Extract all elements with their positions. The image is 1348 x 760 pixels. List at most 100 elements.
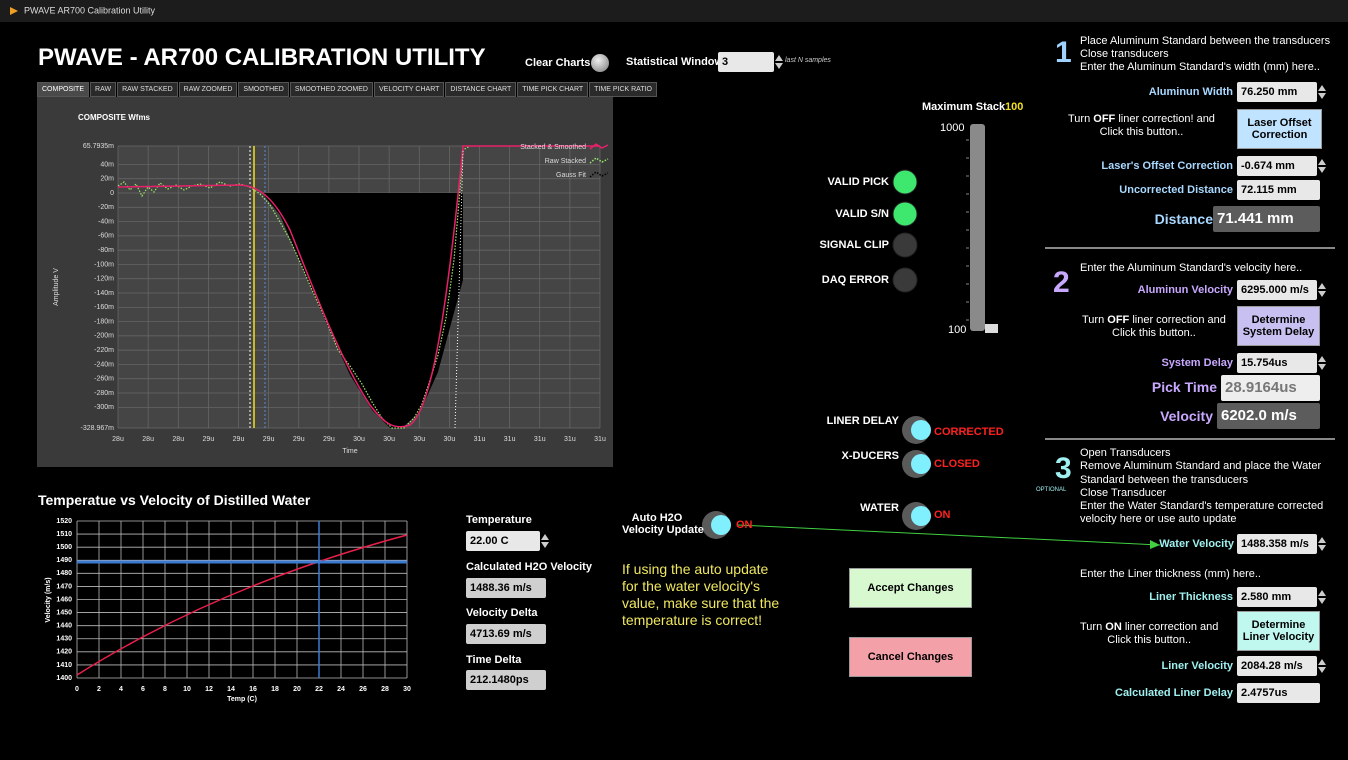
- text: liner correction and: [1129, 314, 1226, 326]
- spinner[interactable]: [775, 52, 783, 72]
- spinner[interactable]: [1318, 82, 1326, 102]
- spinner[interactable]: [1318, 280, 1326, 300]
- step-text: Enter the Aluminum Standard's velocity h…: [1080, 262, 1302, 275]
- x-tick-label: 14: [227, 686, 235, 693]
- y-tick-label: -180m: [94, 318, 114, 325]
- app-icon: [10, 7, 18, 15]
- x-tick-label: 30u: [383, 436, 395, 443]
- liner-velocity-button[interactable]: Determine Liner Velocity: [1237, 611, 1320, 651]
- x-tick-label: 31u: [504, 436, 516, 443]
- field-label: Aluminun Velocity: [1137, 284, 1233, 296]
- spinner[interactable]: [1318, 156, 1326, 176]
- tab[interactable]: RAW STACKED: [117, 82, 178, 97]
- step-line: Standard between the transducers: [1080, 473, 1249, 486]
- label-line: Velocity Update: [622, 524, 704, 536]
- system-delay-button[interactable]: Determine System Delay: [1237, 306, 1320, 346]
- field-value[interactable]: 1488.358 m/s: [1237, 534, 1317, 554]
- y-tick-label: 1500: [56, 544, 72, 551]
- auto-update-label: Auto H2O Velocity Update: [622, 512, 704, 536]
- indicator-led: [892, 232, 918, 258]
- x-tick-label: 28: [381, 686, 389, 693]
- switch-knob: [911, 454, 931, 474]
- y-tick-label: -100m: [94, 261, 114, 268]
- tab[interactable]: TIME PICK RATIO: [589, 82, 657, 97]
- note: If using the auto update for the water ve…: [622, 561, 779, 629]
- tab[interactable]: COMPOSITE: [37, 82, 90, 97]
- statistical-window-input[interactable]: 3: [718, 52, 774, 72]
- gauss-fill: [262, 193, 463, 428]
- tab[interactable]: DISTANCE CHART: [445, 82, 517, 97]
- y-axis-label: Amplitude V: [53, 268, 60, 306]
- spinner[interactable]: [1318, 656, 1326, 676]
- clear-charts-button[interactable]: [591, 54, 609, 72]
- auto-update-state: ON: [736, 519, 753, 531]
- accept-button[interactable]: Accept Changes: [849, 568, 972, 608]
- y-tick-label: -328.967m: [81, 425, 115, 432]
- x-tick-label: 29u: [263, 436, 275, 443]
- cancel-button[interactable]: Cancel Changes: [849, 637, 972, 677]
- x-tick-label: 30u: [413, 436, 425, 443]
- x-tick-label: 0: [75, 686, 79, 693]
- indicator-led: [892, 267, 918, 293]
- field-label: Liner Thickness: [1149, 591, 1233, 603]
- field-value[interactable]: 76.250 mm: [1237, 82, 1317, 102]
- tab[interactable]: SMOOTHED ZOOMED: [289, 82, 373, 97]
- field-value: 4713.69 m/s: [466, 624, 546, 644]
- field-value[interactable]: 2.580 mm: [1237, 587, 1317, 607]
- text: Turn: [1082, 314, 1108, 326]
- spinner[interactable]: [1318, 534, 1326, 554]
- field-value[interactable]: 6295.000 m/s: [1237, 280, 1317, 300]
- y-tick-label: 1520: [56, 518, 72, 525]
- laser-offset-button[interactable]: Laser Offset Correction: [1237, 109, 1322, 149]
- step-line: Remove Aluminum Standard and place the W…: [1080, 460, 1322, 473]
- step-number: 3: [1055, 452, 1072, 485]
- result-value: 71.441 mm: [1213, 206, 1320, 232]
- field-label: Liner Velocity: [1161, 660, 1233, 672]
- y-tick-label: 1410: [56, 662, 72, 669]
- field-value[interactable]: 2084.28 m/s: [1237, 656, 1317, 676]
- legend-label: Stacked & Smoothed: [520, 144, 586, 151]
- tab[interactable]: RAW ZOOMED: [178, 82, 238, 97]
- y-tick-label: 1490: [56, 557, 72, 564]
- instruction-line: Click this button..: [1099, 126, 1184, 138]
- x-tick-label: 28u: [112, 436, 124, 443]
- field-label: Temperature: [466, 514, 532, 526]
- field-value: 1488.36 m/s: [466, 578, 546, 598]
- field-value[interactable]: 15.754us: [1237, 353, 1317, 373]
- y-tick-label: -20m: [98, 204, 114, 211]
- tab[interactable]: TIME PICK CHART: [517, 82, 589, 97]
- switch-knob: [911, 420, 931, 440]
- tab[interactable]: VELOCITY CHART: [373, 82, 445, 97]
- legend-label: Gauss Fit: [556, 172, 586, 179]
- x-tick-label: 31u: [474, 436, 486, 443]
- text: liner correction and: [1121, 621, 1219, 633]
- note-line: for the water velocity's: [622, 578, 761, 594]
- indicator-led: [892, 169, 918, 195]
- result-label: Pick Time: [1151, 379, 1217, 395]
- y-tick-label: -140m: [94, 290, 114, 297]
- step-line: velocity here or use auto update: [1080, 513, 1237, 526]
- stack-slider-thumb[interactable]: [985, 324, 998, 333]
- field-label: Velocity Delta: [466, 607, 538, 619]
- spinner[interactable]: [541, 531, 549, 551]
- spinner[interactable]: [1318, 587, 1326, 607]
- spinner[interactable]: [1318, 353, 1326, 373]
- x-tick-label: 30: [403, 686, 411, 693]
- y-tick-label: -260m: [94, 376, 114, 383]
- field-value[interactable]: 22.00 C: [466, 531, 540, 551]
- gauss-fit-edge: [454, 149, 464, 429]
- x-tick-label: 12: [205, 686, 213, 693]
- app-title: PWAVE - AR700 CALIBRATION UTILITY: [38, 44, 486, 71]
- field-value: 212.1480ps: [466, 670, 546, 690]
- x-tick-label: 18: [271, 686, 279, 693]
- field-value[interactable]: -0.674 mm: [1237, 156, 1317, 176]
- field-label: Calculated Liner Delay: [1115, 687, 1233, 699]
- stack-slider-track[interactable]: [970, 124, 985, 331]
- tab[interactable]: SMOOTHED: [238, 82, 289, 97]
- x-tick-label: 31u: [594, 436, 606, 443]
- field-label: Water Velocity: [1159, 538, 1234, 550]
- tab[interactable]: RAW: [90, 82, 117, 97]
- field-label: Uncorrected Distance: [1119, 184, 1233, 196]
- instruction: Turn OFF liner correction and Click this …: [1082, 314, 1226, 340]
- x-tick-label: 30u: [444, 436, 456, 443]
